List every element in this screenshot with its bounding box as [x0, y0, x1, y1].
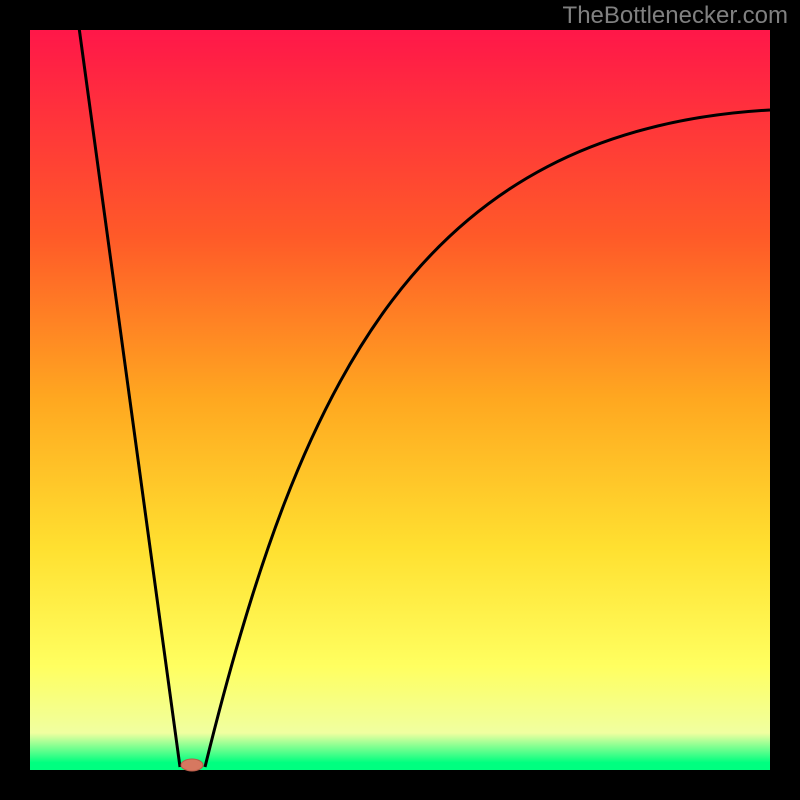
watermark-text: TheBottlenecker.com: [563, 2, 788, 30]
plot-background: [30, 30, 770, 770]
bottleneck-chart: [0, 0, 800, 800]
chart-container: TheBottlenecker.com: [0, 0, 800, 800]
dip-marker: [181, 759, 203, 771]
